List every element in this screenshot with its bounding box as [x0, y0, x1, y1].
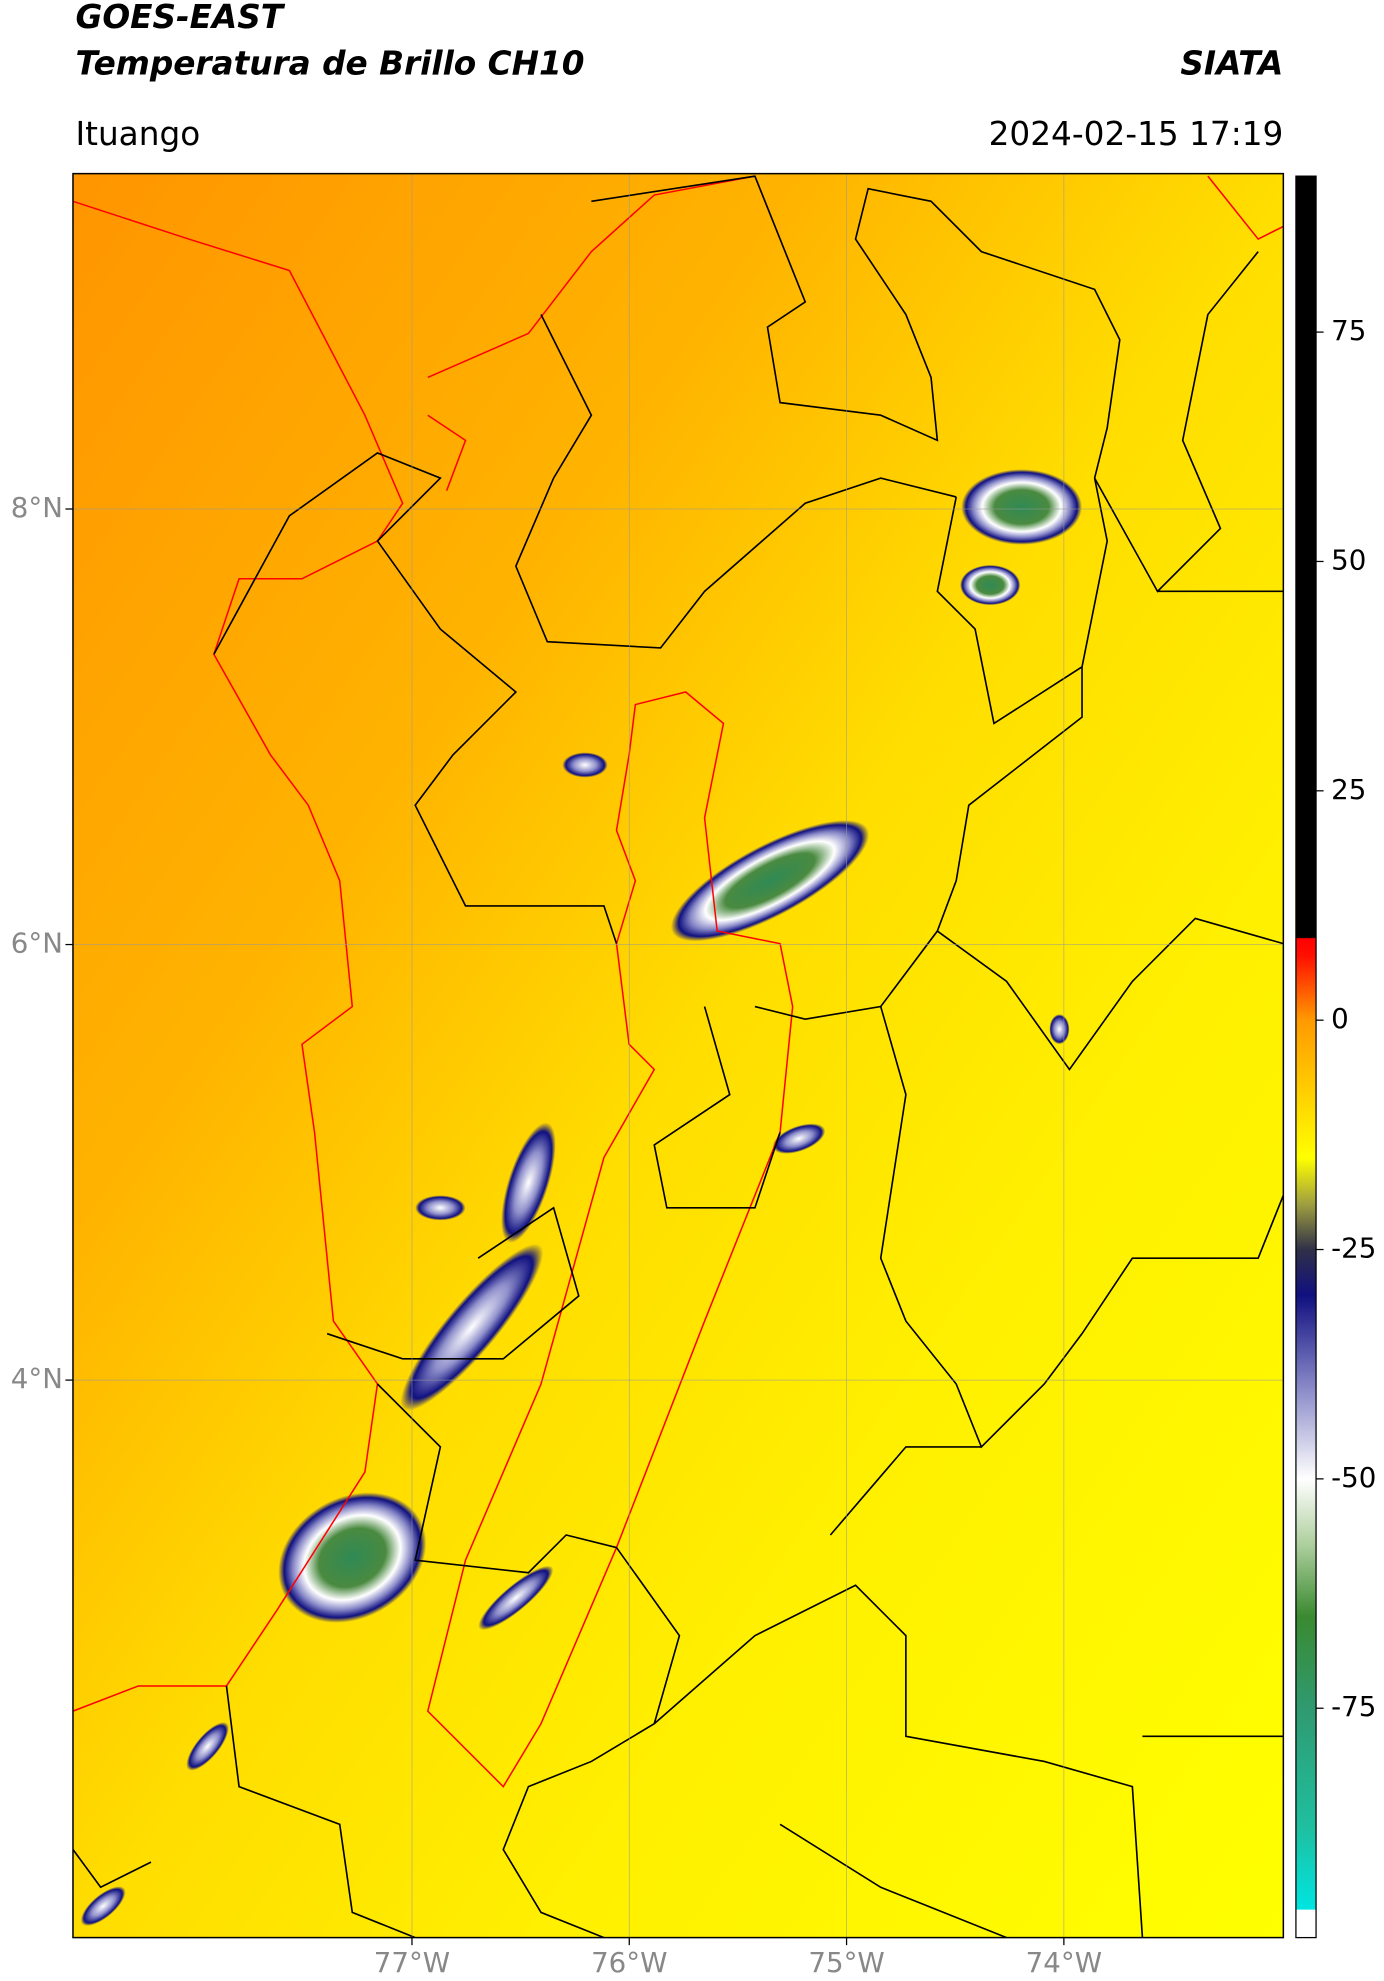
borders	[72, 175, 1284, 1938]
colorbar-tick-label: -50	[1331, 1461, 1376, 1494]
map-area	[72, 173, 1284, 1938]
colorbar-tick-label: 0	[1331, 1002, 1349, 1035]
colorbar-tick-label: 25	[1331, 773, 1366, 806]
title: GOES-EAST	[75, 0, 285, 36]
x-tick-label: 75°W	[808, 1946, 884, 1979]
y-tick-label: 4°N	[11, 1362, 63, 1395]
background	[72, 173, 1284, 1938]
x-tick-label: 77°W	[374, 1946, 450, 1979]
y-tick-label: 8°N	[11, 491, 63, 524]
y-tick-label: 6°N	[11, 927, 63, 960]
colorbar-tick-label: -25	[1331, 1232, 1376, 1265]
grid	[72, 173, 1284, 1938]
colorbar-tick-label: 50	[1331, 543, 1366, 576]
cloud-tops	[80, 469, 1083, 1926]
subtitle: Temperatura de Brillo CH10	[75, 44, 584, 82]
colorbar: 75 50 25 0 -25 -50 -75	[1295, 175, 1376, 1939]
colorbar-fill	[1295, 175, 1317, 1939]
map-frame	[72, 172, 1285, 1939]
x-tick-label: 74°W	[1026, 1946, 1102, 1979]
x-tick-label: 76°W	[591, 1946, 667, 1979]
colorbar-tick-label: -75	[1331, 1690, 1376, 1723]
organization: SIATA	[1180, 44, 1283, 82]
location: Ituango	[75, 115, 200, 153]
datetime: 2024-02-15 17:19	[989, 115, 1284, 153]
colorbar-tick-label: 75	[1331, 314, 1366, 347]
